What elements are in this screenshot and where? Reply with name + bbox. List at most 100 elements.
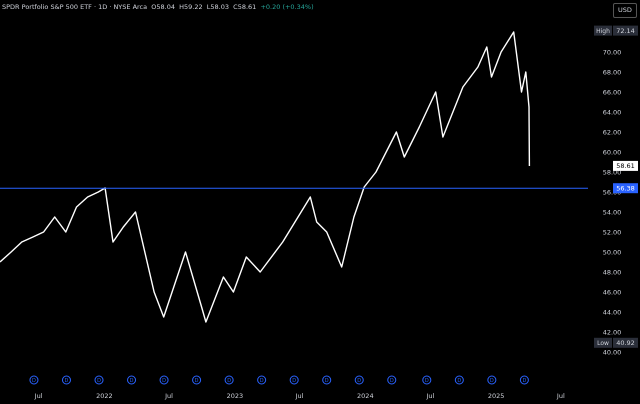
high-tag-label: High <box>596 28 610 35</box>
y-tick-label: 54.00 <box>603 209 622 217</box>
y-tick-label: 68.00 <box>603 69 622 77</box>
dividend-label: D <box>227 378 231 384</box>
dividend-circle <box>519 375 529 385</box>
y-tick-label: 66.00 <box>603 89 622 97</box>
high-tag-value: 72.14 <box>616 27 635 35</box>
y-tick-label: 48.00 <box>603 269 622 277</box>
low-tag-label-box <box>594 337 612 348</box>
dividend-marker: D <box>519 375 529 385</box>
y-tick-label: 40.00 <box>603 349 622 357</box>
high-tag: High 72.14 <box>594 25 638 36</box>
dividend-marker: D <box>257 375 267 385</box>
dividend-marker: D <box>289 375 299 385</box>
x-tick-label: Jul <box>34 392 43 400</box>
dividend-label: D <box>292 378 296 384</box>
dividend-circle <box>159 375 169 385</box>
y-tick-label: 52.00 <box>603 229 622 237</box>
dividend-marker: D <box>487 375 497 385</box>
dividend-marker: D <box>354 375 364 385</box>
dividend-marker: D <box>127 375 137 385</box>
low-tag-value: 40.92 <box>616 339 635 347</box>
hline-tag-box <box>613 183 638 194</box>
y-tick-label: 56.00 <box>603 189 622 197</box>
dividend-circle <box>61 375 71 385</box>
x-tick-label: 2023 <box>227 392 244 400</box>
dividend-circle <box>354 375 364 385</box>
y-tick-label: 42.00 <box>603 329 622 337</box>
y-tick-label: 50.00 <box>603 249 622 257</box>
change-value: +0.20 (+0.34%) <box>260 3 314 11</box>
last-price-tag: 58.61 <box>613 160 638 171</box>
dividend-label: D <box>260 378 264 384</box>
dividend-marker: D <box>94 375 104 385</box>
high-value: 59.22 <box>184 3 203 11</box>
dividend-label: D <box>425 378 429 384</box>
hline-tag: 56.38 <box>613 183 638 194</box>
price-series <box>0 31 531 323</box>
price-tags: High 72.14 Low 40.92 58.61 56.38 <box>594 25 638 348</box>
dividend-circle <box>224 375 234 385</box>
dividend-circle <box>387 375 397 385</box>
dividend-circle <box>454 375 464 385</box>
dividend-marker: D <box>422 375 432 385</box>
dividend-marker: D <box>224 375 234 385</box>
low-label: L <box>206 3 211 11</box>
dividend-label: D <box>65 378 69 384</box>
dividend-circle <box>127 375 137 385</box>
y-tick-label: 60.00 <box>603 149 622 157</box>
dividend-marker: D <box>29 375 39 385</box>
x-tick-label: Jul <box>295 392 304 400</box>
dividend-circle <box>94 375 104 385</box>
x-tick-label: 2024 <box>357 392 374 400</box>
dividend-marker: D <box>159 375 169 385</box>
high-tag-box <box>613 25 638 36</box>
close-label: C <box>233 3 238 11</box>
dividend-marker: D <box>454 375 464 385</box>
low-tag-box <box>613 337 638 348</box>
currency-button[interactable]: USD <box>613 3 637 18</box>
y-tick-label: 44.00 <box>603 309 622 317</box>
high-tag-label-box <box>594 25 612 36</box>
dividend-circle <box>322 375 332 385</box>
open-value: 58.04 <box>156 3 175 11</box>
low-tag: Low 40.92 <box>594 337 638 348</box>
y-tick-label: 58.00 <box>603 169 622 177</box>
symbol-description: SPDR Portfolio S&P 500 ETF · 1D · NYSE A… <box>2 3 148 11</box>
dividend-label: D <box>390 378 394 384</box>
time-axis[interactable]: Jul 2022 Jul 2023 Jul 2024 Jul 2025 Jul <box>34 392 565 400</box>
open-label: O <box>151 3 157 11</box>
hline-tag-value: 56.38 <box>616 185 635 193</box>
x-tick-label: Jul <box>556 392 565 400</box>
dividend-circle <box>257 375 267 385</box>
price-axis[interactable]: 40.00 42.00 44.00 46.00 48.00 50.00 52.00 54.00… <box>603 49 622 357</box>
dividend-label: D <box>195 378 199 384</box>
dividend-label: D <box>457 378 461 384</box>
dividend-marker: D <box>61 375 71 385</box>
dividend-circle <box>289 375 299 385</box>
y-tick-label: 46.00 <box>603 289 622 297</box>
dividend-label: D <box>325 378 329 384</box>
x-tick-label: Jul <box>164 392 173 400</box>
low-value: 58.03 <box>210 3 230 11</box>
dividend-marker: D <box>192 375 202 385</box>
dividend-label: D <box>522 378 526 384</box>
last-price-tag-box <box>613 160 638 171</box>
dividend-circle <box>487 375 497 385</box>
high-label: H <box>179 3 185 11</box>
last-price-tag-value: 58.61 <box>616 162 635 170</box>
x-tick-label: Jul <box>425 392 434 400</box>
dividend-circle <box>29 375 39 385</box>
low-tag-label: Low <box>597 340 609 347</box>
x-tick-label: 2022 <box>96 392 113 400</box>
dividend-circle <box>192 375 202 385</box>
x-tick-label: 2025 <box>488 392 505 400</box>
y-tick-label: 70.00 <box>603 49 622 57</box>
dividend-marker: D <box>387 375 397 385</box>
y-tick-label: 62.00 <box>603 129 622 137</box>
dividend-label: D <box>130 378 134 384</box>
price-line <box>0 31 531 323</box>
chart-header: SPDR Portfolio S&P 500 ETF · 1D · NYSE A… <box>2 3 314 11</box>
dividend-label: D <box>490 378 494 384</box>
